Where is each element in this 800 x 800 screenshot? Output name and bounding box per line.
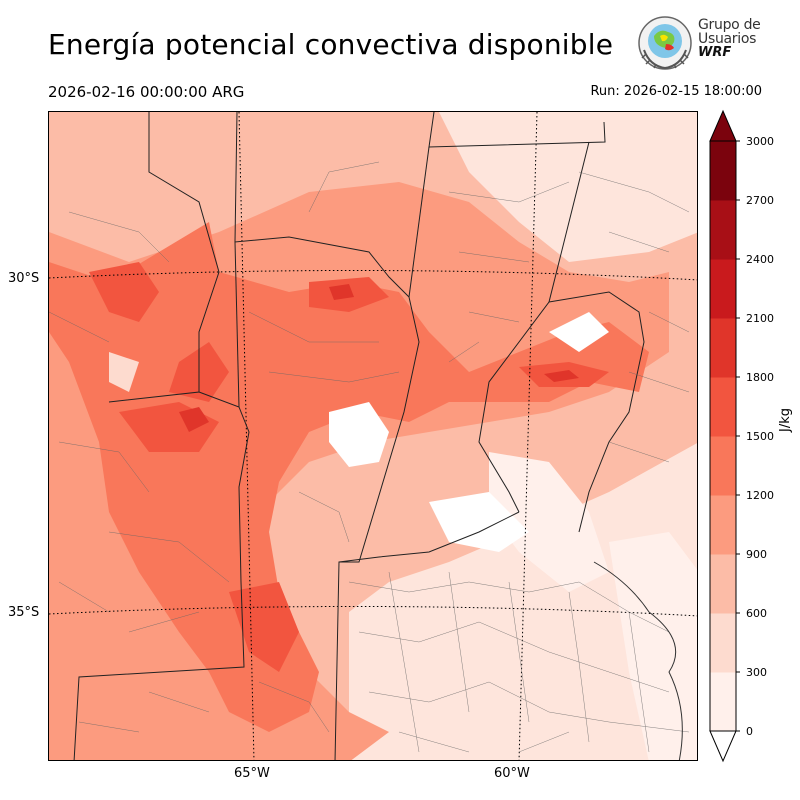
colorbar-tick-label: 900 <box>746 548 767 561</box>
colorbar-band <box>710 436 736 496</box>
colorbar-units: J/kg <box>778 408 793 432</box>
colorbar-band <box>710 377 736 437</box>
cape-map <box>48 111 698 761</box>
logo-line-2: Usuarios <box>698 31 757 47</box>
page-title: Energía potencial convectiva disponible <box>48 28 614 61</box>
run-time: Run: 2026-02-15 18:00:00 <box>590 84 762 99</box>
lat-label-30s: 30°S <box>8 271 40 286</box>
colorbar-band <box>710 259 736 319</box>
colorbar-tick-label: 0 <box>746 725 753 738</box>
colorbar-extend-max <box>709 109 737 142</box>
logo: Grupo de Usuarios WRF <box>636 14 766 74</box>
colorbar-bands <box>709 109 737 763</box>
colorbar-tick-label: 2400 <box>746 253 774 266</box>
colorbar-tick-label: 3000 <box>746 135 774 148</box>
colorbar-tick-label: 300 <box>746 666 767 679</box>
logo-line-1: Grupo de <box>698 17 761 33</box>
valid-time: 2026-02-16 00:00:00 ARG <box>48 83 245 101</box>
colorbar-band <box>710 495 736 555</box>
lon-label-60w: 60°W <box>494 766 530 781</box>
colorbar-band <box>710 200 736 260</box>
map-canvas <box>49 112 697 760</box>
colorbar-extend-min <box>709 730 737 763</box>
lat-label-35s: 35°S <box>8 605 40 620</box>
colorbar-ticks: 0 300 600 900 1200 1500 1800 2100 2400 2700 3000 <box>736 135 774 738</box>
colorbar-band <box>710 672 736 732</box>
colorbar-band <box>710 318 736 378</box>
colorbar-tick-label: 1500 <box>746 430 774 443</box>
colorbar-band <box>710 554 736 614</box>
colorbar-band <box>710 613 736 673</box>
lon-label-65w: 65°W <box>234 766 270 781</box>
colorbar-tick-label: 1800 <box>746 371 774 384</box>
globe-logo-icon <box>638 16 692 70</box>
logo-line-3: WRF <box>698 45 732 60</box>
colorbar-tick-label: 1200 <box>746 489 774 502</box>
colorbar: 0 300 600 900 1200 1500 1800 2100 2400 2700 3000 <box>709 109 774 763</box>
colorbar-tick-label: 2100 <box>746 312 774 325</box>
logo-text: Grupo de Usuarios WRF <box>698 17 761 60</box>
colorbar-band <box>710 141 736 201</box>
colorbar-tick-label: 600 <box>746 607 767 620</box>
colorbar-tick-label: 2700 <box>746 194 774 207</box>
